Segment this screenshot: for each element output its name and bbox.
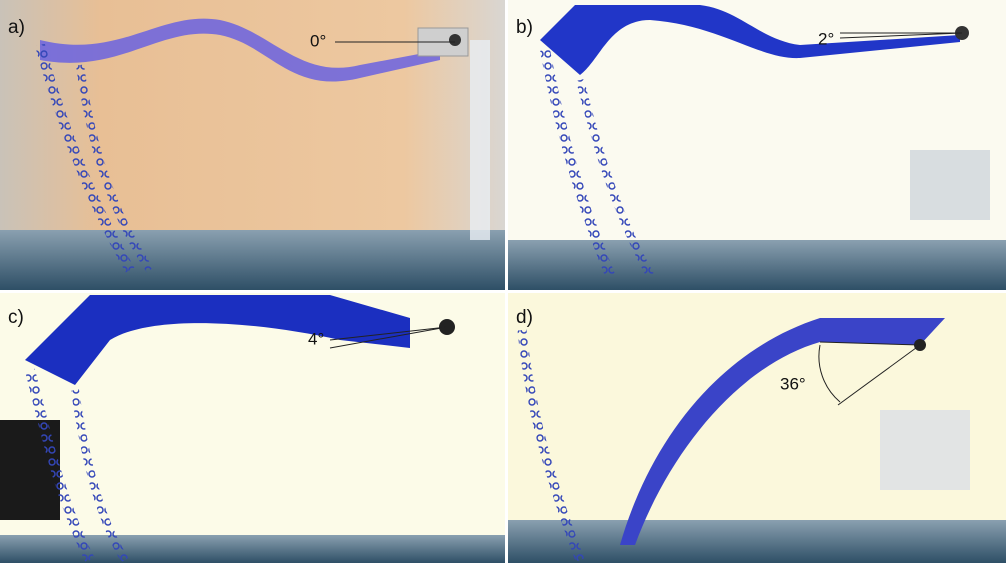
- panel-d: d) 36°: [508, 293, 1006, 563]
- tank-floor: [0, 230, 505, 290]
- panel-label: a): [8, 17, 25, 38]
- panel-c: c) 4°: [0, 293, 505, 563]
- panel-label: d): [516, 307, 533, 328]
- support-post: [470, 40, 490, 240]
- panel-label: c): [8, 307, 24, 328]
- panel-b: b) 2°: [508, 0, 1006, 290]
- background-object: [910, 150, 990, 220]
- figure: a) 0° b) 2° c) 4°: [0, 0, 1006, 563]
- angle-label: 0°: [310, 31, 326, 50]
- panel-label: b): [516, 17, 533, 38]
- angle-label: 2°: [818, 29, 834, 48]
- pivot: [449, 34, 461, 46]
- panel-a: a) 0°: [0, 0, 505, 290]
- angle-label: 4°: [308, 329, 324, 348]
- angle-label: 36°: [780, 374, 806, 393]
- background-object: [880, 410, 970, 490]
- tank-floor: [508, 240, 1006, 290]
